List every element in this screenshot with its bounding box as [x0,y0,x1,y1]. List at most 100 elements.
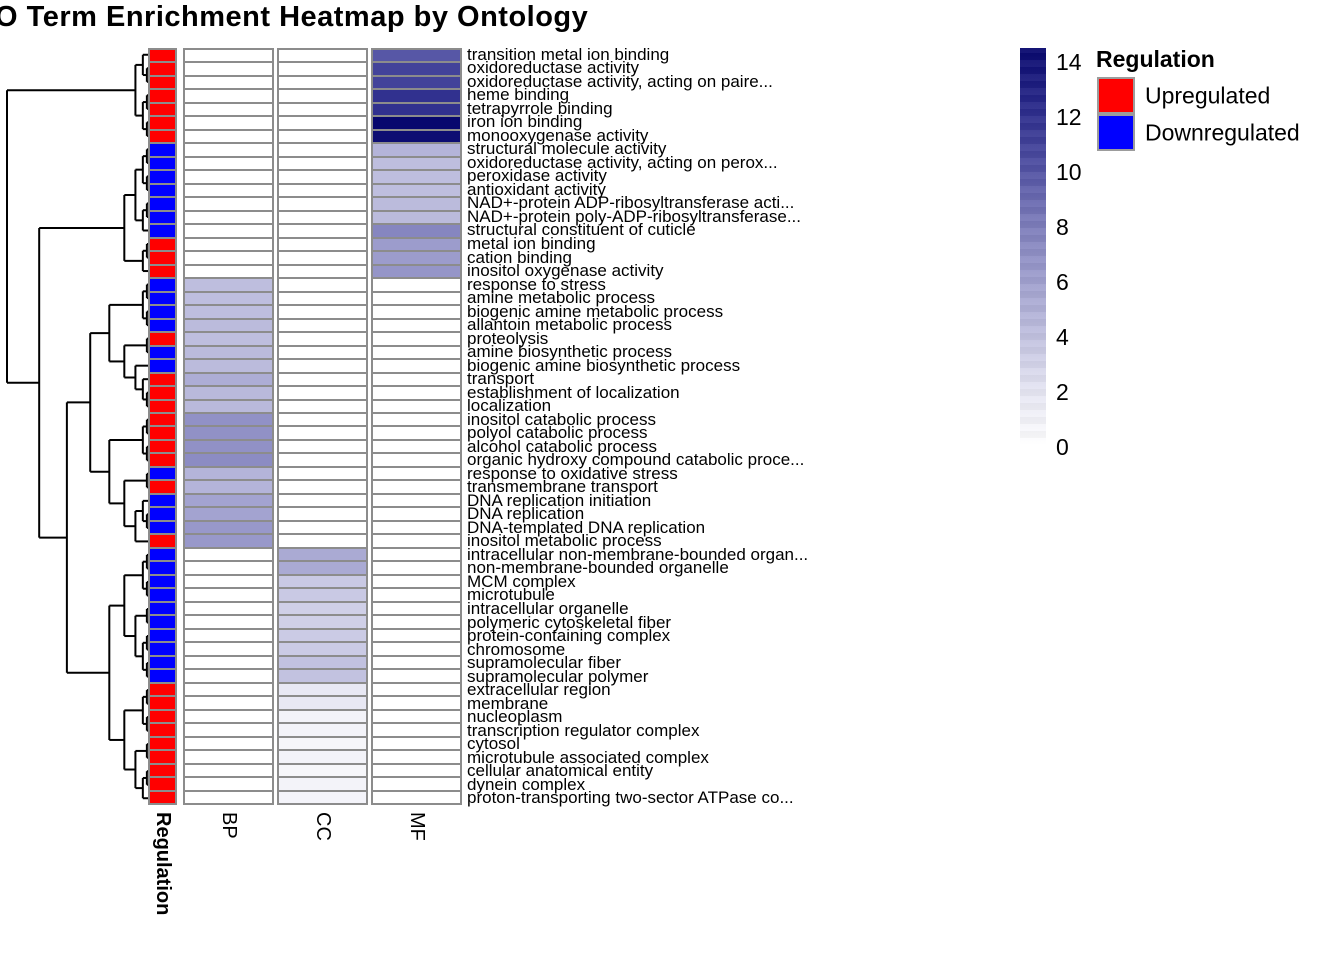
heatmap-cell [373,548,460,561]
regulation-cell [150,562,175,574]
regulation-cell [150,157,175,170]
heatmap-cell [279,400,366,413]
heatmap-cell [279,616,366,628]
heatmap-cell [279,535,366,547]
regulation-cell [150,710,175,723]
heatmap-cell [373,333,460,345]
heatmap-cell [185,225,272,237]
heatmap-cell [279,333,366,345]
row-label: response to stress [467,274,606,294]
heatmap-cell [279,575,366,588]
heatmap-cell [185,117,272,129]
row-label: heme binding [467,85,570,105]
heatmap-cell [185,656,272,669]
heatmap-cell [185,737,272,750]
heatmap-cell [279,697,366,709]
row-label: microtubule associated complex [467,747,709,767]
column-label-regulation: Regulation [151,812,174,916]
regulation-cell [150,778,175,790]
row-label: NAD+-protein ADP-ribosyltransferase acti… [467,193,795,213]
row-label: localization [467,396,552,416]
heatmap-cell [279,252,366,264]
heatmap-cell [185,764,272,777]
heatmap-cell [279,751,366,763]
heatmap-cell [279,791,366,803]
heatmap-cell [373,629,460,642]
heatmap-cell [185,198,272,210]
row-label: oxidoreductase activity [467,58,639,78]
row-dendrogram [6,53,148,800]
heatmap-cell [279,427,366,439]
heatmap-cell [279,292,366,305]
column-label-MF: MF [405,812,428,841]
legend-entry-label: Upregulated [1145,82,1271,108]
row-label: biogenic amine metabolic process [467,301,724,321]
heatmap-cell [373,481,460,493]
row-label: structural molecule activity [467,139,667,159]
heatmap-cell [279,387,366,399]
regulation-cell [150,751,175,763]
heatmap-cell [185,791,272,803]
heatmap-cell [373,400,460,413]
heatmap-cell [279,414,366,426]
row-label: amine metabolic process [467,288,656,308]
regulation-cell [150,791,175,803]
regulation-cell [150,184,175,197]
heatmap-cell [279,63,366,75]
heatmap-cell [185,494,272,507]
heatmap-cell [373,360,460,372]
heatmap-cell [373,76,460,89]
heatmap-cell [279,373,366,386]
heatmap-cell [373,535,460,547]
row-label: alcohol catabolic process [467,436,657,456]
regulation-cell [150,117,175,129]
column-label-BP: BP [217,812,240,839]
heatmap-cell [373,387,460,399]
row-label: biogenic amine biosynthetic process [467,355,741,375]
regulation-cell [150,373,175,386]
heatmap-cell [373,751,460,763]
heatmap-cell [373,50,460,62]
heatmap-cell [185,616,272,628]
regulation-cell [150,521,175,534]
heatmap-cell [373,265,460,278]
heatmap-cell [373,292,460,305]
regulation-cell [150,225,175,237]
heatmap-cell [185,670,272,682]
regulation-cell [150,616,175,628]
heatmap-cell [279,778,366,790]
heatmap-column-MF [371,48,462,805]
row-label: antioxidant activity [467,179,606,199]
regulation-cell [150,319,175,332]
heatmap-cell [185,508,272,520]
row-label: extracellular region [467,680,611,700]
heatmap-cell [279,670,366,682]
heatmap-cell [185,454,272,466]
heatmap-cell [185,629,272,642]
heatmap-cell [185,279,272,291]
row-label: organic hydroxy compound catabolic proce… [467,450,805,470]
heatmap-cell [373,724,460,736]
heatmap-cell [185,252,272,264]
regulation-cell [150,697,175,709]
heatmap-cell [185,63,272,75]
heatmap-cell [373,562,460,574]
heatmap-cell [373,238,460,251]
heatmap-cell [185,575,272,588]
regulation-legend-title: Regulation [1096,46,1215,72]
regulation-cell [150,387,175,399]
row-label: allantoin metabolic process [467,315,673,335]
row-label: non-membrane-bounded organelle [467,558,729,578]
heatmap-cell [279,481,366,493]
heatmap-cell [279,117,366,129]
regulation-cell [150,346,175,359]
heatmap-cell [373,63,460,75]
regulation-cell [150,508,175,520]
row-label: proton-transporting two-sector ATPase co… [467,788,794,808]
heatmap-cell [185,171,272,183]
heatmap-cell [373,764,460,777]
heatmap-cell [373,225,460,237]
heatmap-cell [185,238,272,251]
regulation-cell [150,63,175,75]
heatmap-cell [279,629,366,642]
